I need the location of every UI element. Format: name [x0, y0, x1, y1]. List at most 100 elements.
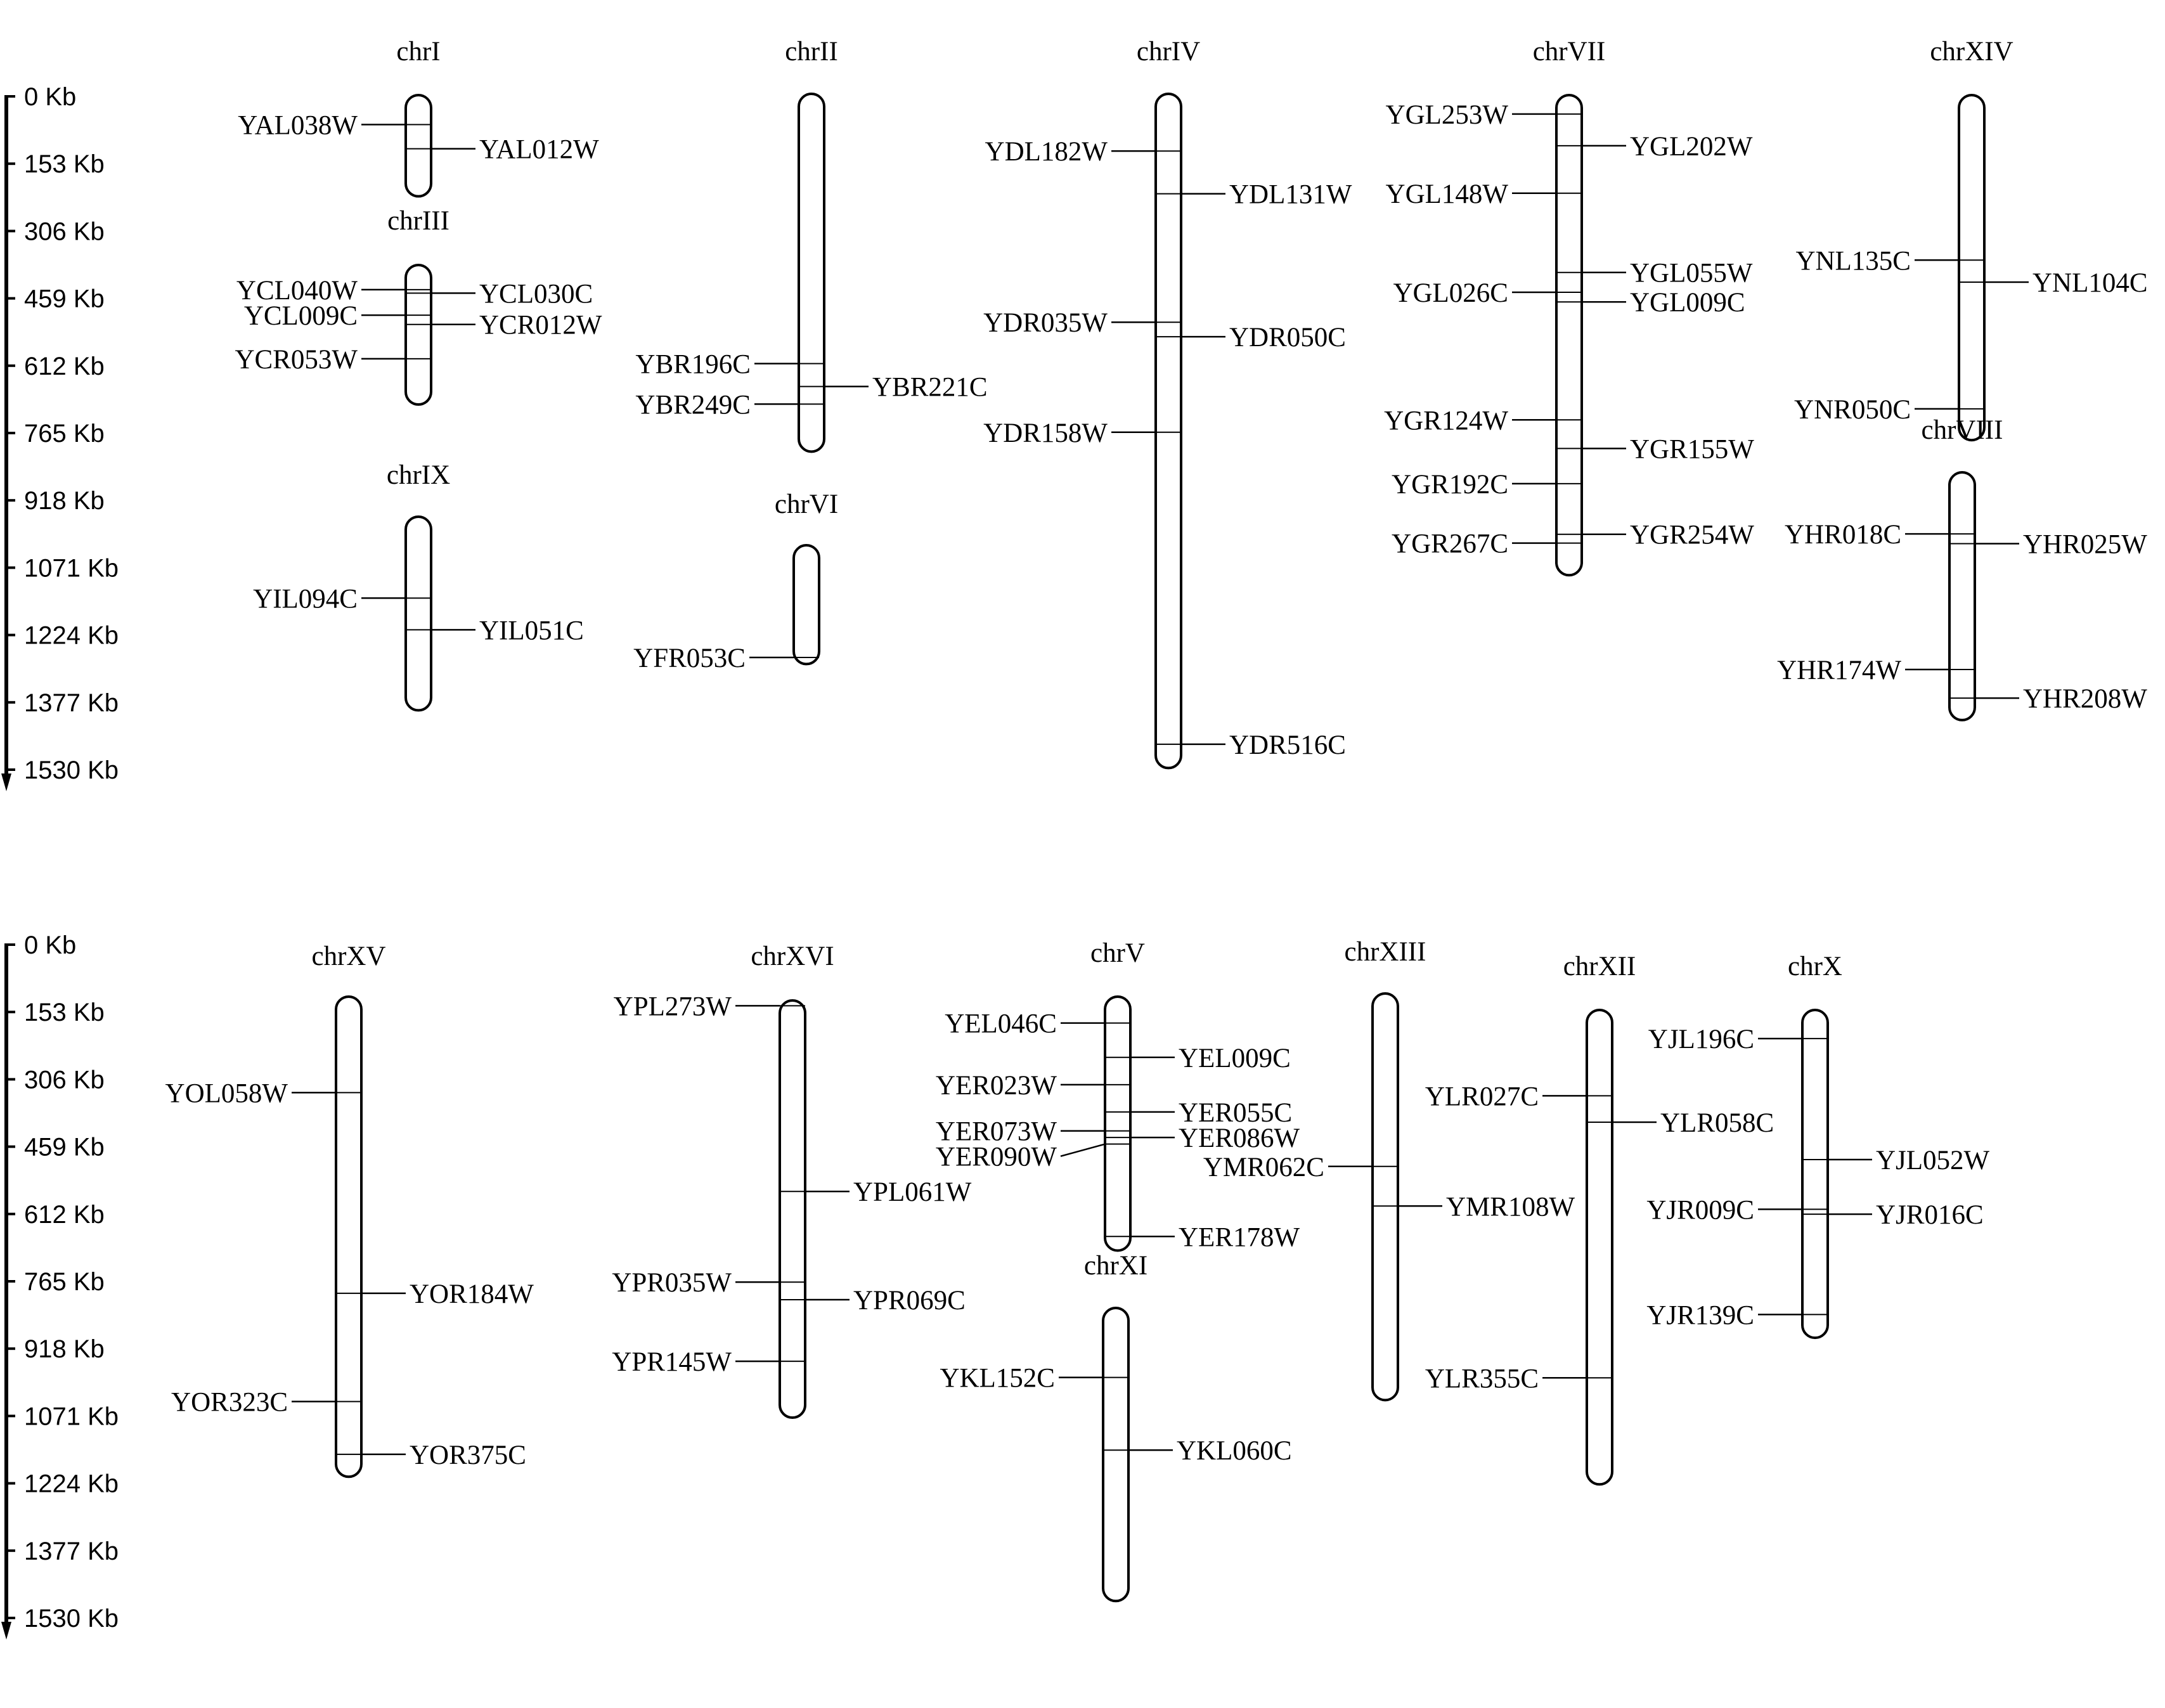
chromosome-body: [404, 264, 432, 406]
scale-tick-label: 1530 Kb: [24, 1605, 119, 1633]
chromosome-body: [1958, 94, 1986, 442]
scale-tick-label: 918 Kb: [24, 1335, 105, 1363]
gene-label: YFR053C: [633, 644, 746, 673]
gene-label: YGL253W: [1386, 100, 1509, 130]
chromosome-body: [1102, 1307, 1130, 1603]
gene-leader-line: [1060, 1143, 1106, 1157]
chromosome-chrXII: chrXII YLR027C YLR058C YLR355C: [1425, 952, 1774, 1486]
gene-label: YJL052W: [1876, 1146, 1990, 1175]
gene-label: YEL046C: [945, 1009, 1057, 1039]
gene-label: YBR196C: [635, 349, 751, 379]
gene-label: YJR009C: [1646, 1195, 1754, 1225]
scale-tick-label: 306 Kb: [24, 217, 105, 245]
chromosome-title: chrXIV: [1930, 37, 2013, 67]
gene-label: YHR174W: [1777, 656, 1901, 685]
gene-label: YOR184W: [410, 1279, 534, 1309]
chromosome-title: chrXII: [1563, 952, 1636, 981]
gene-label: YER055C: [1179, 1098, 1292, 1128]
chromosome-title: chrIV: [1137, 37, 1200, 67]
gene-label: YGR124W: [1384, 406, 1508, 436]
gene-label: YGR254W: [1630, 521, 1754, 550]
gene-label: YCR053W: [235, 345, 358, 375]
gene-label: YKL152C: [940, 1364, 1055, 1394]
gene-label: YDR050C: [1229, 323, 1346, 353]
chromosome-chrII: chrII YBR196C YBR221C YBR249C: [635, 37, 988, 453]
chromosome-title: chrII: [785, 37, 838, 67]
gene-label: YLR027C: [1425, 1082, 1539, 1111]
scale-tick-label: 1377 Kb: [24, 1537, 119, 1565]
scale-tick-label: 0 Kb: [24, 83, 76, 111]
chromosome-title: chrXIII: [1345, 937, 1426, 967]
gene-label: YAL012W: [479, 135, 599, 165]
scale-tick-label: 153 Kb: [24, 150, 105, 178]
scale-tick-label: 459 Kb: [24, 1134, 105, 1161]
gene-label: YPR145W: [612, 1347, 732, 1377]
scale-arrow-icon: [1, 1622, 11, 1640]
gene-label: YCR012W: [479, 311, 602, 340]
scale-tick-label: 153 Kb: [24, 999, 105, 1026]
gene-label: YPR035W: [612, 1268, 732, 1298]
chromosome-title: chrXI: [1084, 1251, 1147, 1281]
gene-label: YPL273W: [614, 992, 732, 1021]
scale-tick-label: 1377 Kb: [24, 689, 119, 717]
chromosome-body: [1555, 94, 1583, 577]
chromosome-body: [792, 544, 820, 666]
chromosome-body: [1154, 93, 1182, 770]
chromosome-title: chrXVI: [751, 941, 834, 971]
scale-tick-label: 765 Kb: [24, 420, 105, 448]
gene-label: YGL026C: [1393, 278, 1508, 308]
chromosome-chrXIII: chrXIII YMR062C YMR108W: [1203, 937, 1575, 1402]
chromosome-chrXIV: chrXIV YNL135C YNL104C YNR050C: [1794, 37, 2148, 442]
scale-arrow-icon: [1, 773, 11, 791]
gene-label: YER178W: [1179, 1222, 1300, 1252]
scale-tick-label: 1071 Kb: [24, 554, 119, 582]
gene-label: YAL038W: [238, 111, 358, 141]
scale-tick-label: 306 Kb: [24, 1066, 105, 1094]
gene-label: YCL030C: [479, 279, 593, 309]
gene-label: YMR108W: [1446, 1192, 1575, 1222]
scale-tick-label: 918 Kb: [24, 487, 105, 515]
chromosome-chrVI: chrVI YFR053C: [633, 489, 838, 673]
scale-tick-label: 765 Kb: [24, 1268, 105, 1296]
gene-label: YER086W: [1179, 1123, 1300, 1153]
gene-label: YOL058W: [165, 1078, 288, 1108]
gene-label: YEL009C: [1179, 1044, 1291, 1073]
chromosome-body: [1104, 995, 1132, 1252]
gene-label: YJR016C: [1876, 1200, 1984, 1230]
gene-label: YLR355C: [1425, 1364, 1539, 1394]
gene-label: YGL148W: [1386, 179, 1509, 209]
scale-tick-label: 459 Kb: [24, 285, 105, 313]
gene-label: YGL202W: [1630, 132, 1753, 162]
scale-tick-label: 612 Kb: [24, 353, 105, 380]
gene-label: YLR058C: [1660, 1108, 1774, 1138]
scale-axis: 0 Kb 153 Kb 306 Kb 459 Kb 612 Kb 765 Kb 918 Kb…: [1, 931, 119, 1640]
gene-label: YBR249C: [635, 390, 751, 420]
gene-label: YPR069C: [853, 1286, 966, 1316]
gene-label: YGL055W: [1630, 259, 1753, 288]
chromosome-body: [1948, 471, 1976, 721]
chromosome-title: chrVI: [775, 489, 838, 519]
chromosome-title: chrV: [1090, 938, 1145, 968]
scale-tick-label: 612 Kb: [24, 1201, 105, 1229]
gene-label: YDR035W: [983, 308, 1108, 338]
gene-label: YDR516C: [1229, 730, 1346, 760]
gene-label: YIL051C: [479, 616, 584, 645]
gene-label: YHR208W: [2023, 684, 2147, 714]
gene-label: YOR323C: [171, 1388, 288, 1418]
chromosome-title: chrVII: [1533, 37, 1606, 67]
chromosome-body: [1371, 992, 1399, 1402]
gene-label: YCL040W: [236, 276, 358, 306]
chromosome-chrXV: chrXV YOL058W YOR184W YOR323C YOR375C: [165, 941, 534, 1478]
gene-label: YGR192C: [1392, 470, 1508, 500]
chromosome-body: [404, 94, 432, 198]
chromosome-title: chrIII: [387, 206, 449, 236]
gene-label: YCL009C: [244, 301, 358, 331]
gene-label: YJL196C: [1648, 1025, 1754, 1054]
gene-label: YHR025W: [2023, 529, 2147, 559]
gene-label: YJR139C: [1646, 1300, 1754, 1330]
chromosome-chrVIII: chrVIII YHR018C YHR025W YHR174W YHR208W: [1777, 415, 2147, 721]
gene-label: YER090W: [936, 1142, 1057, 1172]
chromosome-chrIX: chrIX YIL094C YIL051C: [253, 460, 584, 712]
